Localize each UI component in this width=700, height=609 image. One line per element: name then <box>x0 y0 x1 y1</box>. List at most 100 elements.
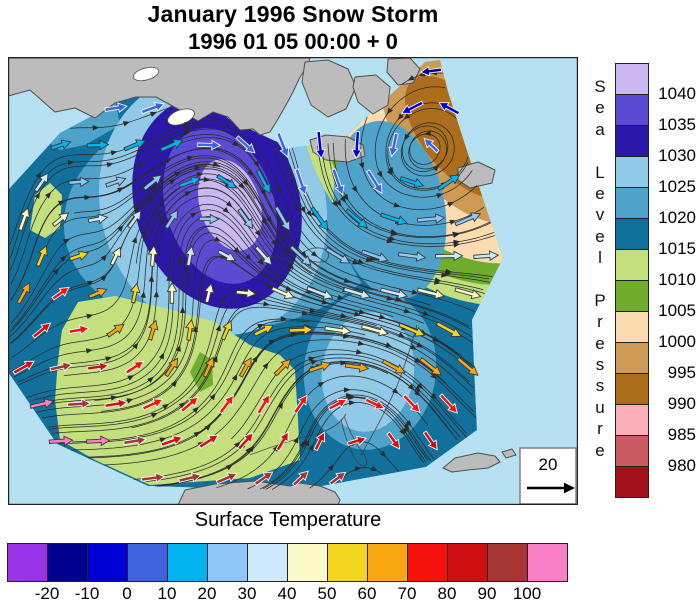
streamline-arrowhead <box>260 189 266 197</box>
pressure-level-label: 980 <box>667 456 696 475</box>
streamline-arrowhead <box>100 254 108 262</box>
wind-vector <box>381 359 406 374</box>
streamline-arrowhead <box>263 301 270 307</box>
land-island <box>501 448 517 459</box>
wind-vector <box>256 393 270 415</box>
wind-vector <box>106 323 125 338</box>
pressure-colorbar-cell <box>615 249 649 281</box>
wind-vector <box>473 250 500 262</box>
pressure-title-letter: l <box>598 248 602 268</box>
temperature-colorbar-cell <box>487 543 528 582</box>
streamline-arrowhead <box>353 311 361 317</box>
pressure-title-letter: e <box>595 98 605 118</box>
streamline-arrowhead <box>414 357 422 364</box>
streamline-arrowhead <box>405 419 412 427</box>
streamline-arrowhead <box>277 402 284 410</box>
streamline-arrowhead <box>407 75 415 81</box>
streamline-arrowhead <box>212 161 220 167</box>
wind-vector <box>35 245 48 268</box>
temperature-colorbar-cell <box>127 543 168 582</box>
pressure-level-label: 1025 <box>658 177 696 196</box>
wind-vector <box>253 324 274 337</box>
streamline-arrowhead <box>179 306 186 314</box>
wind-vector <box>399 176 425 189</box>
streamline-arrowhead <box>404 133 410 141</box>
streamline-arrowhead <box>317 381 325 388</box>
pressure-title-letter: P <box>594 290 606 310</box>
streamline-arrowhead <box>225 200 233 208</box>
wind-vector <box>400 100 424 114</box>
streamline-arrowhead <box>301 438 308 446</box>
streamline-arrowhead <box>331 200 338 208</box>
streamline-arrowhead <box>343 277 351 283</box>
wind-vector <box>142 174 163 191</box>
streamline-arrowhead <box>351 185 358 193</box>
wind-vector <box>147 244 159 267</box>
streamline-arrowhead <box>174 171 182 177</box>
streamline-arrowhead <box>310 250 318 257</box>
wind-vector <box>178 176 201 189</box>
wind-vector <box>104 398 128 409</box>
streamline-arrowhead <box>147 376 154 383</box>
streamline-arrowhead <box>156 210 163 218</box>
streamline-arrowhead <box>358 162 365 170</box>
streamline-arrowhead <box>204 424 212 431</box>
streamline-arrowhead <box>355 349 363 355</box>
temperature-colorbar-labels: -20 -10 0 10 20 30 40 50 60 70 80 90 100 <box>7 584 573 604</box>
streamline-arrowhead <box>386 238 394 244</box>
temperature-tick-label: 70 <box>397 584 417 603</box>
streamline-arrowhead <box>370 465 378 472</box>
streamline-arrowhead <box>232 140 239 147</box>
streamline-arrowhead <box>186 155 194 161</box>
streamline-arrowhead <box>100 274 107 282</box>
streamline-arrowhead <box>430 372 438 380</box>
temperature-colorbar-cell <box>7 543 48 582</box>
plot-title: January 1996 Snow Storm <box>147 1 439 27</box>
pressure-level-label: 995 <box>667 363 696 382</box>
streamline-arrowhead <box>369 255 377 261</box>
streamline-arrowhead <box>310 359 318 366</box>
streamline-arrowhead <box>131 236 137 244</box>
streamline-arrowhead <box>378 314 386 320</box>
streamline-arrowhead <box>432 336 440 343</box>
wind-vector <box>68 324 90 336</box>
wind-vector <box>236 432 254 451</box>
wind-vector <box>86 139 110 151</box>
streamline-arrowhead <box>222 206 230 214</box>
streamline-arrowhead <box>321 299 329 305</box>
streamline-arrowhead <box>262 362 269 370</box>
streamline-arrowhead <box>147 196 155 204</box>
pressure-colorbar <box>615 63 649 498</box>
streamline-arrowhead <box>122 121 130 127</box>
streamline-arrowhead <box>407 383 415 391</box>
streamline-arrowhead <box>158 352 165 360</box>
temperature-tick-label: 20 <box>197 584 217 603</box>
wind-vector <box>351 131 363 160</box>
wind-vector <box>343 286 371 300</box>
streamline-arrowhead <box>433 279 441 285</box>
wind-vector <box>386 431 401 450</box>
streamline-arrowhead <box>376 170 383 178</box>
streamline-arrowhead <box>447 201 455 208</box>
wind-vector <box>379 287 409 300</box>
wind-vector <box>324 246 351 264</box>
streamline-arrowhead <box>397 113 404 120</box>
wind-vector <box>365 169 383 195</box>
wind-vector <box>33 172 49 193</box>
wind-vector <box>215 472 238 485</box>
streamline-arrowhead <box>184 121 192 128</box>
streamline-arrowhead <box>150 184 158 191</box>
wind-vector <box>419 65 443 77</box>
wind-vector <box>423 137 440 154</box>
streamline-arrowhead <box>385 342 393 348</box>
streamline-arrowhead <box>164 158 172 164</box>
pressure-title-gap <box>588 269 612 290</box>
pressure-colorbar-labels: 1040 1035 1030 1025 1020 1015 1010 1005 1000 995 9… <box>646 63 698 503</box>
streamline-arrowhead <box>268 339 276 345</box>
pressure-title-letter: a <box>595 119 605 139</box>
streamline-arrowhead <box>395 296 403 302</box>
wind-vector <box>12 360 35 375</box>
wind-vector <box>254 245 273 266</box>
temperature-tick-label: 50 <box>317 584 337 603</box>
